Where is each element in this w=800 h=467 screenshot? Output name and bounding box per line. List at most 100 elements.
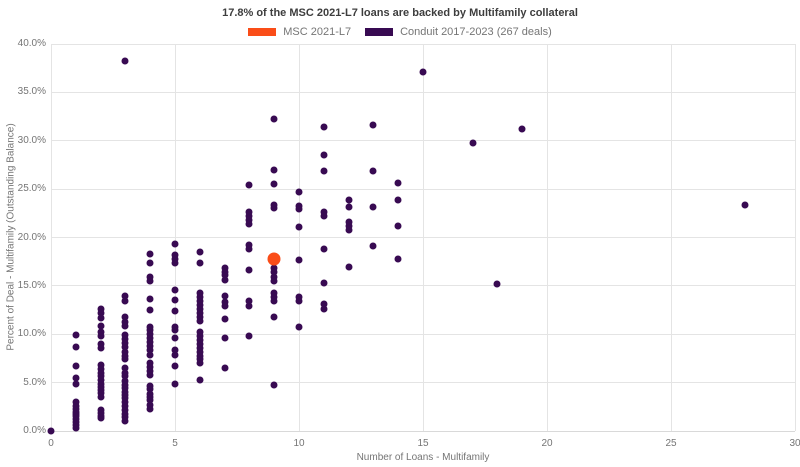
conduit-data-point — [245, 266, 253, 274]
y-tick-label: 25.0% — [17, 183, 46, 195]
x-tick-label: 0 — [48, 438, 54, 449]
conduit-data-point — [196, 248, 204, 256]
conduit-data-point — [196, 344, 204, 352]
conduit-data-point — [97, 361, 105, 369]
conduit-data-point — [196, 301, 204, 309]
conduit-data-point — [171, 326, 179, 334]
conduit-data-point — [121, 377, 129, 385]
conduit-data-point — [121, 339, 129, 347]
conduit-data-point — [171, 240, 179, 248]
conduit-data-point — [221, 364, 229, 372]
legend-item-msc: MSC 2021-L7 — [248, 26, 351, 38]
conduit-data-point — [345, 226, 353, 234]
conduit-data-point — [121, 410, 129, 418]
conduit-data-point — [121, 355, 129, 363]
conduit-data-point — [270, 201, 278, 209]
conduit-data-point — [171, 255, 179, 263]
conduit-data-point — [121, 292, 129, 300]
conduit-data-point — [295, 223, 303, 231]
conduit-data-point — [72, 380, 80, 388]
conduit-data-point — [394, 255, 402, 263]
conduit-data-point — [369, 242, 377, 250]
conduit-data-point — [97, 314, 105, 322]
conduit-data-point — [518, 125, 526, 133]
conduit-data-point — [146, 338, 154, 346]
conduit-data-point — [146, 259, 154, 267]
conduit-data-point — [121, 57, 129, 65]
conduit-data-point — [270, 268, 278, 276]
conduit-data-point — [394, 196, 402, 204]
conduit-data-point — [345, 218, 353, 226]
conduit-data-point — [221, 276, 229, 284]
conduit-data-point — [171, 251, 179, 259]
conduit-data-point — [196, 336, 204, 344]
conduit-data-point — [270, 297, 278, 305]
conduit-data-point — [121, 313, 129, 321]
conduit-data-point — [245, 181, 253, 189]
conduit-data-point — [146, 396, 154, 404]
conduit-data-point — [196, 359, 204, 367]
conduit-data-point — [245, 216, 253, 224]
conduit-data-point — [171, 259, 179, 267]
conduit-data-point — [245, 297, 253, 305]
conduit-data-point — [97, 393, 105, 401]
conduit-data-point — [72, 424, 80, 432]
y-gridline — [51, 333, 795, 335]
y-tick-label: 15.0% — [17, 279, 46, 291]
conduit-data-point — [196, 313, 204, 321]
conduit-data-point — [196, 332, 204, 340]
conduit-data-point — [245, 245, 253, 253]
conduit-data-point — [295, 188, 303, 196]
conduit-data-point — [196, 317, 204, 325]
conduit-data-point — [146, 371, 154, 379]
conduit-data-point — [121, 394, 129, 402]
conduit-data-point — [146, 295, 154, 303]
conduit-data-point — [221, 298, 229, 306]
conduit-data-point — [196, 259, 204, 267]
conduit-data-point — [221, 315, 229, 323]
conduit-data-point — [121, 384, 129, 392]
conduit-data-point — [97, 372, 105, 380]
conduit-data-point — [146, 342, 154, 350]
conduit-data-point — [345, 196, 353, 204]
conduit-data-point — [295, 202, 303, 210]
conduit-data-point — [146, 306, 154, 314]
conduit-data-point — [97, 365, 105, 373]
conduit-data-point — [146, 334, 154, 342]
conduit-data-point — [121, 322, 129, 330]
conduit-data-point — [196, 305, 204, 313]
conduit-data-point — [320, 151, 328, 159]
conduit-data-point — [221, 302, 229, 310]
x-tick-label: 15 — [417, 438, 429, 449]
x-tick-label: 20 — [541, 438, 553, 449]
conduit-data-point — [47, 427, 55, 435]
conduit-data-point — [345, 263, 353, 271]
conduit-data-point — [493, 280, 501, 288]
conduit-data-point — [97, 376, 105, 384]
conduit-data-point — [171, 307, 179, 315]
conduit-data-point — [97, 322, 105, 330]
conduit-data-point — [121, 352, 129, 360]
conduit-data-point — [196, 289, 204, 297]
x-axis-title: Number of Loans - Multifamily — [356, 452, 490, 463]
conduit-data-point — [97, 332, 105, 340]
conduit-data-point — [146, 351, 154, 359]
conduit-data-point — [369, 121, 377, 129]
y-tick-label: 30.0% — [17, 134, 46, 146]
legend-label-conduit: Conduit 2017-2023 (267 deals) — [400, 26, 552, 38]
y-tick-label: 20.0% — [17, 231, 46, 243]
conduit-data-point — [97, 414, 105, 422]
conduit-data-point — [196, 297, 204, 305]
conduit-data-point — [146, 359, 154, 367]
conduit-data-point — [320, 208, 328, 216]
conduit-data-point — [121, 331, 129, 339]
conduit-data-point — [146, 385, 154, 393]
legend-swatch-conduit-icon — [365, 28, 394, 36]
conduit-data-point — [196, 293, 204, 301]
conduit-data-point — [245, 208, 253, 216]
conduit-data-point — [171, 380, 179, 388]
conduit-data-point — [295, 293, 303, 301]
conduit-data-point — [171, 351, 179, 359]
conduit-data-point — [146, 382, 154, 390]
conduit-data-point — [394, 179, 402, 187]
